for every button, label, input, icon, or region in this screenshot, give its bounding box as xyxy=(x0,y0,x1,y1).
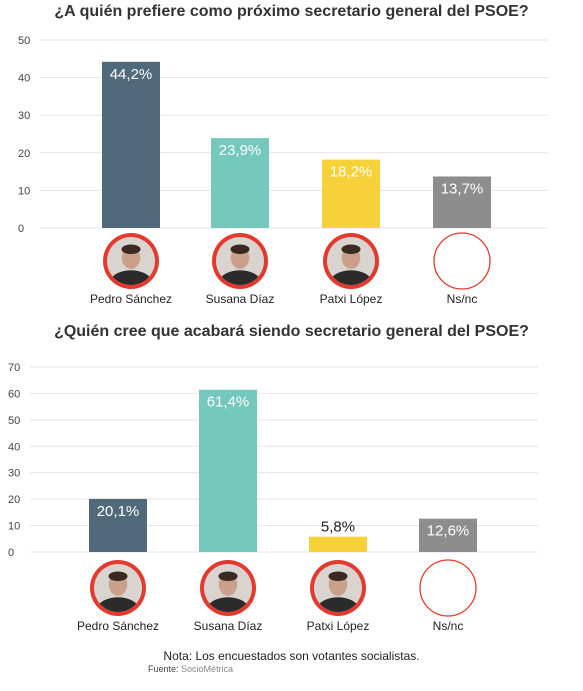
person-photo-icon xyxy=(200,560,256,616)
bar-value-label: 20,1% xyxy=(97,503,140,520)
y-tick-label: 30 xyxy=(8,468,20,480)
category-label: Patxi López xyxy=(307,619,370,633)
person-photo-icon xyxy=(103,233,159,289)
y-tick-label: 10 xyxy=(8,521,20,533)
person-photo-icon xyxy=(310,560,366,616)
empty-circle-icon xyxy=(433,232,491,290)
y-tick-label: 20 xyxy=(8,494,20,506)
bar-value-label: 44,2% xyxy=(110,66,153,83)
category-label: Ns/nc xyxy=(447,292,478,306)
y-tick-label: 50 xyxy=(8,415,20,427)
chart-1-title: ¿A quién prefiere como próximo secretari… xyxy=(54,3,529,20)
chart-2-title: ¿Quién cree que acabará siendo secretari… xyxy=(54,323,529,340)
bar xyxy=(419,518,477,552)
bar-value-label: 13,7% xyxy=(441,180,484,197)
bar xyxy=(89,498,147,552)
y-tick-label: 70 xyxy=(8,362,20,374)
empty-circle-icon xyxy=(419,559,477,617)
bar-value-label: 61,4% xyxy=(207,394,250,411)
category-label: Patxi López xyxy=(320,292,383,306)
bar xyxy=(211,138,269,228)
y-tick-label: 20 xyxy=(18,148,30,160)
y-tick-label: 10 xyxy=(18,185,30,197)
note-text: Nota: Los encuestados son votantes socia… xyxy=(163,649,420,663)
y-tick-label: 50 xyxy=(18,35,30,47)
source-value: SocioMétrica xyxy=(181,664,234,674)
category-label: Pedro Sánchez xyxy=(90,292,172,306)
bar xyxy=(309,536,367,552)
person-photo-icon xyxy=(212,233,268,289)
category-label: Susana Díaz xyxy=(194,619,263,633)
bar-value-label: 5,8% xyxy=(321,519,355,536)
y-tick-label: 0 xyxy=(18,223,24,235)
category-label: Ns/nc xyxy=(433,619,464,633)
category-label: Pedro Sánchez xyxy=(77,619,159,633)
chart-1: 0 10 20 30 40 50 44,2% Pedro Sánchez 23,9% Susana… xyxy=(18,35,548,306)
source-label: Fuente: xyxy=(148,664,179,674)
bar xyxy=(199,389,257,552)
y-tick-label: 0 xyxy=(8,547,14,559)
bar xyxy=(433,176,491,228)
y-tick-label: 30 xyxy=(18,110,30,122)
bar-value-label: 18,2% xyxy=(330,164,373,181)
person-photo-icon xyxy=(323,233,379,289)
bar-value-label: 12,6% xyxy=(427,523,470,540)
y-tick-label: 60 xyxy=(8,388,20,400)
y-tick-label: 40 xyxy=(8,441,20,453)
y-tick-label: 40 xyxy=(18,73,30,85)
chart-2: 0 10 20 30 40 50 60 70 20,1% Pedro Sánchez 61,4% Su… xyxy=(8,362,538,633)
source-line: Fuente: SocioMétrica xyxy=(148,664,233,674)
person-photo-icon xyxy=(90,560,146,616)
bar xyxy=(322,159,380,228)
category-label: Susana Díaz xyxy=(206,292,275,306)
bar-value-label: 23,9% xyxy=(219,142,262,159)
bar xyxy=(102,61,160,228)
